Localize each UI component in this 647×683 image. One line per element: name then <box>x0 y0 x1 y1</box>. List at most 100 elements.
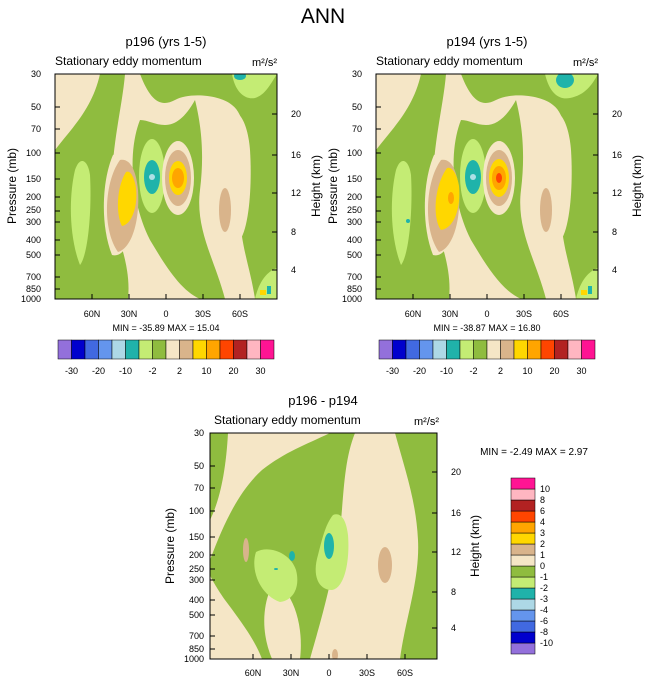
contour-brown-a <box>243 538 249 562</box>
colorbar-label: -2 <box>148 366 156 376</box>
height-tick-label: 20 <box>451 467 461 477</box>
y-tick-label: 400 <box>347 235 362 245</box>
contour-surface-teal <box>267 286 271 294</box>
colorbar-label: -10 <box>119 366 132 376</box>
height-tick-label: 4 <box>451 623 456 633</box>
contour-paleblue-neg <box>470 174 476 180</box>
y-tick-label: 1000 <box>184 654 204 664</box>
colorbar-swatch <box>405 339 420 360</box>
colorbar-swatch <box>179 339 194 360</box>
colorbar-label: -8 <box>540 627 548 637</box>
colorbar-swatch <box>486 339 501 360</box>
y-tick-label: 850 <box>347 284 362 294</box>
colorbar-label: -6 <box>540 616 548 626</box>
colorbar-swatch <box>419 339 434 360</box>
panel-1-yticks <box>55 73 277 300</box>
y-tick-label: 30 <box>352 69 362 79</box>
colorbar-swatch <box>192 339 207 360</box>
colorbar-label: 10 <box>522 366 532 376</box>
y-tick-label: 70 <box>352 124 362 134</box>
contour-green-south <box>395 433 437 659</box>
panel-1-ylabel: Pressure (mb) <box>5 148 19 224</box>
colorbar-label: 20 <box>549 366 559 376</box>
panel-1-ylabel-right: Height (km) <box>309 155 323 217</box>
colorbar-swatch <box>510 631 536 644</box>
height-tick-label: 20 <box>612 109 622 119</box>
panel-3-xtick-labels: 60N 30N 0 30S 60S <box>245 668 413 678</box>
height-tick-label: 12 <box>451 547 461 557</box>
x-tick-label: 30N <box>283 668 300 678</box>
colorbar-label: -10 <box>440 366 453 376</box>
panel-3-stats: MIN = -2.49 MAX = 2.97 <box>480 447 588 458</box>
y-tick-label: 250 <box>189 564 204 574</box>
contour-yellow-north <box>117 171 137 226</box>
panel-1-colorbar: -30 -20 -10 -2 2 10 20 30 <box>57 339 275 376</box>
colorbar-swatch <box>260 339 275 360</box>
y-tick-label: 70 <box>31 124 41 134</box>
y-tick-label: 50 <box>352 102 362 112</box>
panel-1-field <box>55 74 277 299</box>
height-tick-label: 12 <box>612 188 622 198</box>
colorbar-swatch <box>378 339 393 360</box>
x-tick-label: 60S <box>397 668 413 678</box>
panel-1-xticks <box>91 294 241 299</box>
panel-2-colorbar: -30 -20 -10 -2 2 10 20 30 <box>378 339 596 376</box>
panel-3-ylabel: Pressure (mb) <box>163 508 177 584</box>
colorbar-swatch <box>510 609 536 622</box>
panel-1-ytick-labels: 30 50 70 100 150 200 250 300 400 500 700… <box>21 69 41 304</box>
panel-3-subtitle: Stationary eddy momentum <box>214 413 361 427</box>
contour-surface-yellow <box>581 290 587 295</box>
panel-3-field <box>210 433 437 659</box>
panel-3-yticks <box>210 432 437 660</box>
contour-brown-south <box>540 188 552 232</box>
y-tick-label: 30 <box>31 69 41 79</box>
colorbar-swatch <box>84 339 99 360</box>
panel-2-xticks <box>412 294 562 299</box>
y-tick-label: 300 <box>347 217 362 227</box>
colorbar-swatch <box>125 339 140 360</box>
colorbar-label: -10 <box>540 638 553 648</box>
x-tick-label: 30N <box>121 309 138 319</box>
x-tick-label: 0 <box>484 309 489 319</box>
colorbar-swatch <box>527 339 542 360</box>
panel-2-ylabel-right: Height (km) <box>630 155 644 217</box>
height-tick-label: 16 <box>612 150 622 160</box>
y-tick-label: 50 <box>31 102 41 112</box>
contour-green-north-edge <box>210 433 228 520</box>
colorbar-swatch <box>510 642 536 655</box>
colorbar-label: -1 <box>540 572 548 582</box>
colorbar-swatch <box>510 554 536 567</box>
x-tick-label: 30N <box>442 309 459 319</box>
panel-2-title: p194 (yrs 1-5) <box>447 34 528 49</box>
colorbar-label: 2 <box>498 366 503 376</box>
panel-2-stats: MIN = -38.87 MAX = 16.80 <box>433 323 540 333</box>
x-tick-label: 0 <box>326 668 331 678</box>
contour-tan-island <box>264 590 301 659</box>
colorbar-label: -30 <box>65 366 78 376</box>
y-tick-label: 700 <box>189 631 204 641</box>
contour-orange-north <box>448 192 454 204</box>
panel-3-height-labels: 20 16 12 8 4 <box>451 467 461 633</box>
colorbar-label: 3 <box>540 528 545 538</box>
panel-1-xtick-labels: 60N 30N 0 30S 60S <box>84 309 248 319</box>
colorbar-swatch <box>510 499 536 512</box>
colorbar-swatch <box>98 339 113 360</box>
colorbar-label: -30 <box>386 366 399 376</box>
panel-2-units: m²/s² <box>573 57 598 69</box>
colorbar-label: 2 <box>177 366 182 376</box>
height-tick-label: 20 <box>291 109 301 119</box>
panel-3-ytick-labels: 30 50 70 100 150 200 250 300 400 500 700… <box>184 428 204 664</box>
colorbar-swatch <box>233 339 248 360</box>
contour-brown-c <box>332 649 338 659</box>
height-tick-label: 12 <box>291 188 301 198</box>
colorbar-label: 20 <box>228 366 238 376</box>
colorbar-label: 6 <box>540 506 545 516</box>
colorbar-swatch <box>71 339 86 360</box>
contour-brown-b <box>378 547 392 583</box>
contour-yellow-north <box>435 167 460 230</box>
y-tick-label: 150 <box>26 174 41 184</box>
contour-teal-top <box>556 74 574 88</box>
x-tick-label: 60N <box>84 309 101 319</box>
contour-teal-a <box>324 533 334 559</box>
colorbar-swatch <box>510 510 536 523</box>
